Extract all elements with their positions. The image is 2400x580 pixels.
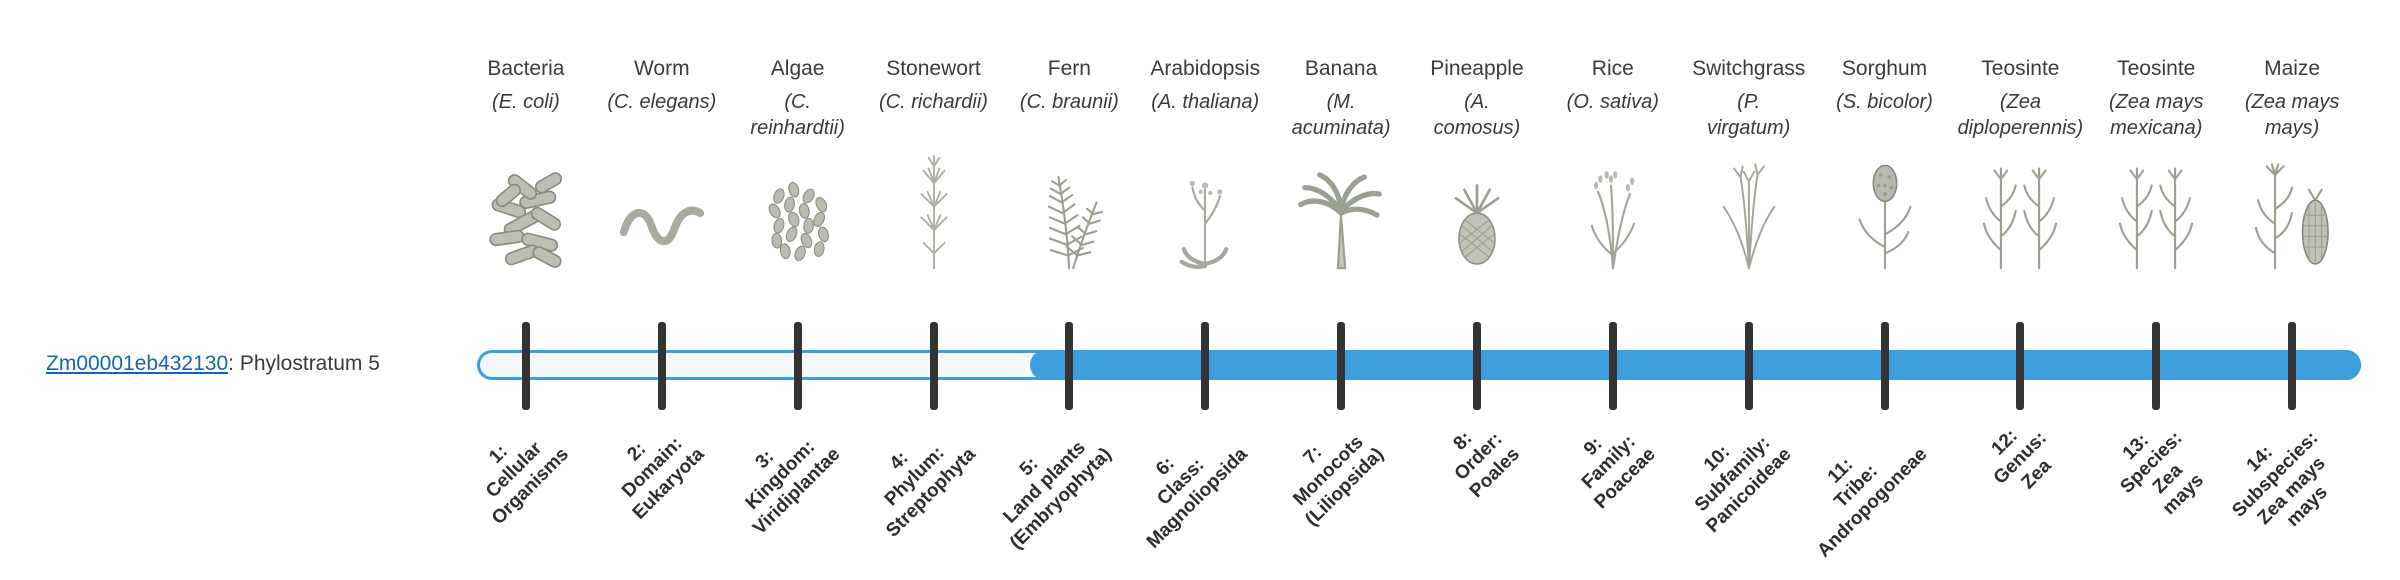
organisms-row: Bacteria (E. coli) Worm (C. elegans) Alg… <box>458 56 2360 275</box>
organism-column: Bacteria (E. coli) <box>458 56 594 275</box>
organism-name: Fern <box>1047 57 1091 80</box>
stonewort-icon <box>881 149 987 275</box>
phylostratum-bar-fill <box>1030 350 2361 380</box>
organism-name: Sorghum <box>1841 57 1928 80</box>
stratum-tick <box>1201 322 1210 410</box>
algae-icon <box>745 149 851 275</box>
organism-scientific-name: (M. acuminata) <box>1291 91 1391 140</box>
stratum-tick <box>1337 322 1346 410</box>
pineapple-icon <box>1424 149 1530 275</box>
stratum-tick <box>2288 322 2297 410</box>
organism-column: Teosinte (Zea diploperennis) <box>1952 56 2088 275</box>
organism-name: Bacteria <box>487 57 565 80</box>
fern-icon <box>1016 149 1122 275</box>
organism-scientific-name: (C. elegans) <box>607 91 717 114</box>
organism-name: Arabidopsis <box>1150 57 1261 80</box>
stratum-label: 4: Phylum: Streptophyta <box>881 442 981 542</box>
organism-column: Algae (C. reinhardtii) <box>730 56 866 275</box>
organism-scientific-name: (E. coli) <box>492 91 560 114</box>
organism-name: Rice <box>1591 57 1634 80</box>
maize-icon <box>2239 149 2345 275</box>
organism-name: Teosinte <box>2117 57 2196 80</box>
organism-scientific-name: (C. reinhardtii) <box>750 91 845 140</box>
organism-column: Switchgrass (P. virgatum) <box>1681 56 1817 275</box>
organism-name: Banana <box>1304 57 1378 80</box>
stratum-label: 9: Family: Poaceae <box>1577 431 1660 514</box>
stratum-label: 7: Monocots (Liliopsida) <box>1289 431 1388 531</box>
organism-scientific-name: (Zea mays mays) <box>2244 91 2340 140</box>
worm-icon <box>609 149 715 275</box>
organism-column: Stonewort (C. richardii) <box>866 56 1002 275</box>
stratum-label: 8: Order: Poales <box>1449 427 1524 502</box>
organism-scientific-name: (C. braunii) <box>1019 91 1119 114</box>
organism-column: Arabidopsis (A. thaliana) <box>1137 56 1273 275</box>
stratum-tick <box>2152 322 2161 410</box>
organism-column: Fern (C. braunii) <box>1001 56 1137 275</box>
organism-column: Maize (Zea mays mays) <box>2224 56 2360 275</box>
stratum-tick <box>1065 322 1074 410</box>
strata-row: 1: Cellular Organisms 2: Domain: Eukaryo… <box>458 412 2360 572</box>
stratum-tick <box>2016 322 2025 410</box>
stratum-tick <box>1608 322 1617 410</box>
organism-name: Pineapple <box>1430 57 1524 80</box>
stratum-tick <box>793 322 802 410</box>
organism-column: Pineapple (A. comosus) <box>1409 56 1545 275</box>
stratum-label: 2: Domain: Eukaryota <box>618 433 709 524</box>
organism-name: Switchgrass <box>1692 57 1806 80</box>
stratum-label: 3: Kingdom: Viridiplantae <box>741 436 845 539</box>
stratum-tick <box>657 322 666 410</box>
organism-name: Stonewort <box>886 57 981 80</box>
gene-label: Zm00001eb432130: Phylostratum 5 <box>46 352 380 376</box>
organism-column: Sorghum (S. bicolor) <box>1817 56 1953 275</box>
stratum-label: 14: Subspecies: Zea mays mays <box>2228 427 2333 532</box>
organism-scientific-name: (C. richardii) <box>879 91 988 114</box>
stratum-tick <box>929 322 938 410</box>
organism-scientific-name: (A. comosus) <box>1433 91 1521 140</box>
organism-column: Banana (M. acuminata) <box>1273 56 1409 275</box>
organism-name: Teosinte <box>1981 57 2060 80</box>
teosinte-icon <box>2103 149 2209 275</box>
ticks-row <box>458 322 2360 410</box>
switchgrass-icon <box>1696 149 1802 275</box>
organism-column: Worm (C. elegans) <box>594 56 730 275</box>
sorghum-icon <box>1832 149 1938 275</box>
gene-link[interactable]: Zm00001eb432130 <box>46 352 229 375</box>
organism-name: Algae <box>770 57 825 80</box>
stratum-tick <box>521 322 530 410</box>
stratum-tick <box>1744 322 1753 410</box>
stratum-label: 1: Cellular Organisms <box>482 438 573 529</box>
teosinte-icon <box>1967 149 2073 275</box>
organism-scientific-name: (Zea diploperennis) <box>1957 91 2084 140</box>
organism-column: Teosinte (Zea mays mexicana) <box>2088 56 2224 275</box>
stratum-label: 12: Genus: Zea <box>1987 425 2056 494</box>
rice-icon <box>1560 149 1666 275</box>
banana-icon <box>1288 149 1394 275</box>
stratum-tick <box>1880 322 1889 410</box>
arabidopsis-icon <box>1152 149 1258 275</box>
bacteria-icon <box>473 149 579 275</box>
stratum-tick <box>1472 322 1481 410</box>
organism-scientific-name: (Zea mays mexicana) <box>2109 91 2204 140</box>
gene-description: : Phylostratum 5 <box>228 352 380 375</box>
stratum-label: 10: Subfamily: Panicoideae <box>1690 432 1796 537</box>
organism-name: Worm <box>633 57 690 80</box>
organism-scientific-name: (S. bicolor) <box>1836 91 1933 114</box>
organism-column: Rice (O. sativa) <box>1545 56 1681 275</box>
organism-scientific-name: (P. virgatum) <box>1706 91 1791 140</box>
stratum-label: 13: Species: Zea mays <box>2116 427 2209 520</box>
organism-name: Maize <box>2264 57 2321 80</box>
organism-scientific-name: (A. thaliana) <box>1151 91 1260 114</box>
organism-scientific-name: (O. sativa) <box>1566 91 1659 114</box>
